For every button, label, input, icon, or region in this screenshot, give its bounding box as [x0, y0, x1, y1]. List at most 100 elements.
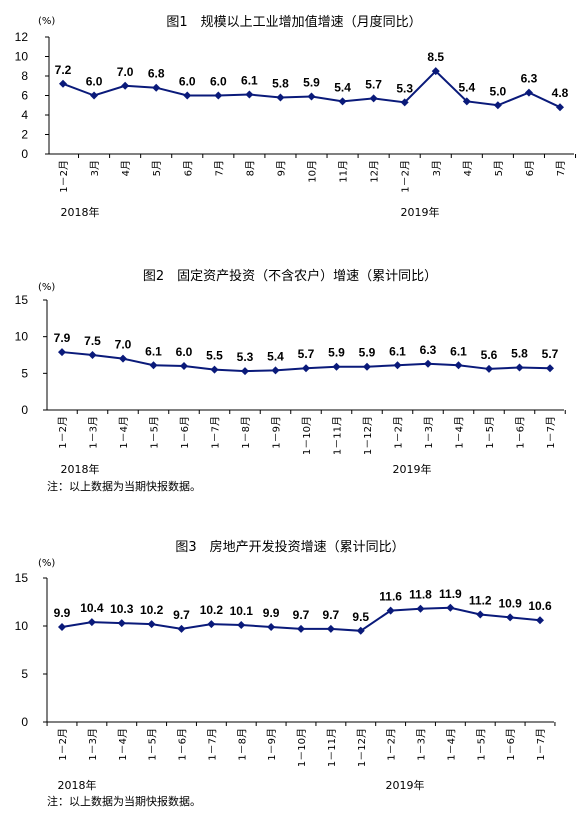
- x-tick-label: 1－4月: [117, 728, 129, 761]
- data-point: [245, 90, 254, 99]
- data-label: 5.4: [458, 80, 475, 94]
- x-tick-label: 1－4月: [454, 416, 466, 449]
- chart-title: 图2 固定资产投资（不含农户）增速（累计同比）: [143, 268, 437, 284]
- x-tick-label: 1－3月: [416, 728, 428, 761]
- x-tick-label: 1－2月: [58, 160, 70, 193]
- data-label: 9.9: [263, 606, 280, 620]
- data-point: [431, 67, 440, 76]
- data-label: 5.8: [511, 346, 528, 360]
- data-label: 11.8: [409, 588, 432, 602]
- x-tick-label: 1－9月: [271, 416, 283, 449]
- x-tick-label: 1－3月: [88, 416, 100, 449]
- chart-title: 图3 房地产开发投资增速（累计同比）: [175, 539, 404, 555]
- data-point: [338, 97, 347, 106]
- data-label: 10.3: [110, 602, 134, 616]
- data-label: 9.9: [54, 606, 71, 620]
- y-unit-label: (%): [38, 282, 55, 293]
- data-point: [214, 91, 223, 100]
- data-label: 5.0: [490, 84, 507, 98]
- data-label: 5.7: [365, 77, 382, 91]
- data-label: 6.1: [450, 344, 467, 358]
- chart-note: 注：以上数据为当期快报数据。: [47, 479, 201, 493]
- data-point: [369, 94, 378, 103]
- y-unit-label: (%): [38, 16, 55, 27]
- data-label: 5.4: [267, 349, 284, 363]
- year-label: 2018年: [61, 205, 100, 219]
- x-tick-label: 11月: [338, 160, 350, 183]
- data-label: 7.9: [54, 331, 71, 345]
- y-tick-label: 2: [21, 128, 28, 142]
- data-label: 5.9: [328, 346, 345, 360]
- data-point: [88, 351, 97, 359]
- data-point: [59, 79, 67, 88]
- data-point: [476, 610, 485, 619]
- x-tick-label: 1－2月: [57, 416, 69, 449]
- data-label: 5.7: [298, 347, 315, 361]
- data-label: 6.3: [420, 343, 437, 357]
- y-tick-label: 6: [21, 89, 28, 103]
- data-label: 9.5: [352, 610, 369, 624]
- data-point: [58, 622, 66, 631]
- x-tick-label: 1－7月: [535, 728, 547, 761]
- data-point: [117, 619, 126, 628]
- data-point: [356, 626, 365, 635]
- data-label: 7.0: [115, 338, 132, 352]
- data-point: [400, 98, 409, 107]
- chart-title: 图1 规模以上工业增加值增速（月度同比）: [166, 14, 421, 30]
- x-tick-label: 1－7月: [545, 416, 557, 449]
- data-point: [177, 624, 186, 633]
- year-label: 2019年: [401, 205, 440, 219]
- x-tick-label: 7月: [555, 160, 567, 176]
- x-tick-label: 7月: [213, 160, 225, 176]
- data-point: [416, 604, 425, 613]
- year-label: 2018年: [61, 462, 100, 476]
- y-tick-label: 4: [21, 108, 28, 122]
- data-point: [485, 364, 493, 373]
- x-tick-label: 8月: [244, 160, 256, 176]
- x-tick-label: 1－5月: [149, 416, 161, 449]
- x-tick-label: 12月: [369, 160, 381, 183]
- x-tick-label: 4月: [120, 160, 132, 176]
- x-tick-label: 6月: [182, 160, 194, 176]
- x-tick-label: 1－12月: [356, 728, 368, 767]
- x-tick-label: 1－6月: [179, 416, 191, 449]
- data-point: [424, 359, 432, 368]
- data-label: 6.0: [176, 345, 193, 359]
- data-point: [87, 618, 96, 627]
- data-point: [506, 613, 515, 622]
- y-tick-label: 10: [15, 50, 29, 64]
- data-label: 10.2: [200, 603, 224, 617]
- data-label: 10.2: [140, 603, 164, 617]
- data-label: 11.9: [439, 587, 462, 601]
- x-tick-label: 1－4月: [118, 416, 130, 449]
- data-point: [454, 361, 463, 370]
- x-tick-label: 1－12月: [362, 416, 374, 455]
- data-point: [546, 364, 554, 373]
- data-label: 5.8: [272, 76, 289, 90]
- x-tick-label: 9月: [275, 160, 287, 176]
- data-label: 6.0: [86, 75, 103, 89]
- data-point: [210, 365, 219, 374]
- data-label: 11.2: [469, 593, 492, 607]
- x-tick-label: 1－3月: [87, 728, 99, 761]
- x-tick-label: 1－5月: [475, 728, 487, 761]
- data-point: [462, 97, 471, 106]
- x-tick-label: 1－2月: [393, 416, 405, 449]
- data-point: [180, 362, 188, 370]
- data-point: [326, 624, 335, 633]
- x-tick-label: 1－7月: [210, 416, 222, 449]
- x-tick-label: 1－6月: [177, 728, 189, 761]
- x-tick-label: 4月: [462, 160, 474, 176]
- y-tick-label: 0: [21, 715, 28, 729]
- y-tick-label: 15: [15, 571, 29, 585]
- data-label: 6.1: [145, 344, 162, 358]
- data-point: [152, 83, 161, 92]
- x-tick-label: 1－10月: [296, 728, 308, 767]
- data-point: [363, 362, 371, 371]
- chart-2: 图2 固定资产投资（不含农户）增速（累计同比） (%) 0 5 10 15 1－2月 1－3月…: [15, 268, 566, 493]
- x-tick-label: 1－5月: [484, 416, 496, 449]
- data-point: [556, 103, 564, 112]
- x-tick-label: 1－2月: [400, 160, 412, 193]
- data-label: 6.3: [521, 72, 538, 86]
- data-label: 7.2: [55, 63, 72, 77]
